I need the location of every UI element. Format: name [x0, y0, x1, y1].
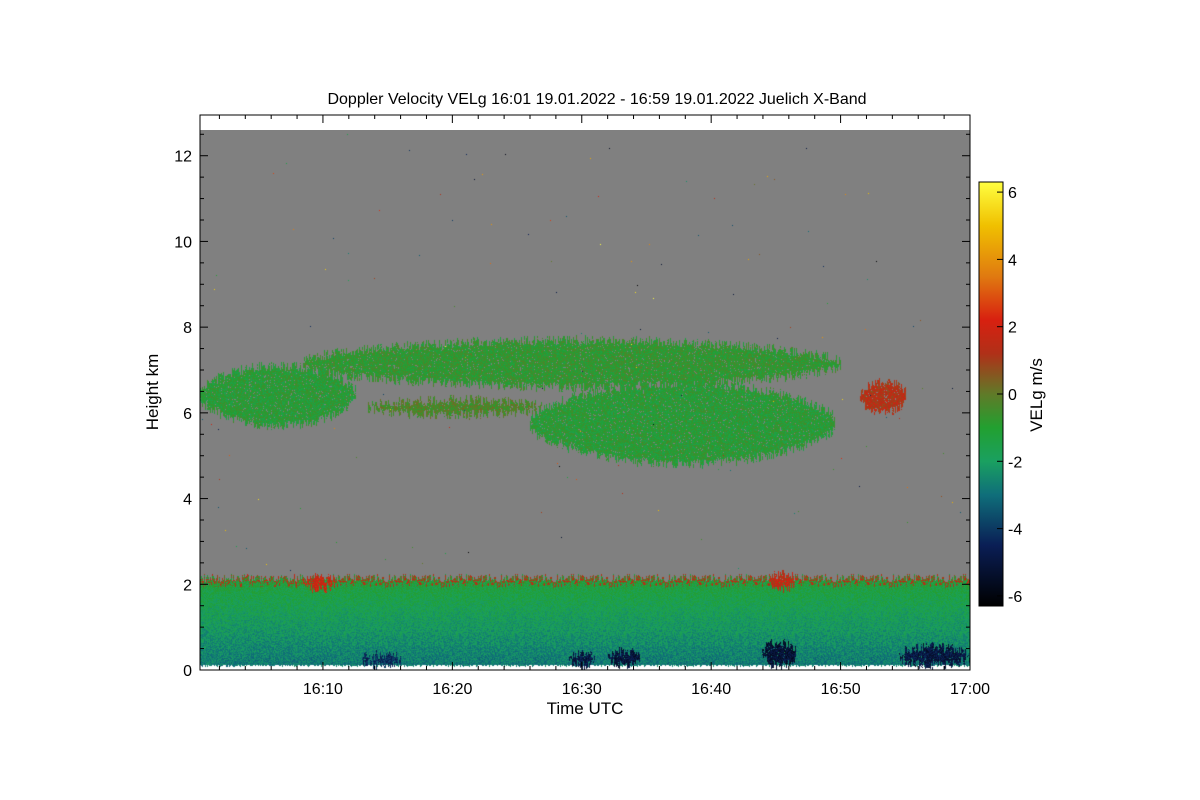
- plot-area: 16:10 16:20 16:30 16:40 16:50 17:00 0 2 4 6 8 10 12: [174, 114, 990, 698]
- y-axis-label: Height km: [143, 354, 162, 431]
- x-tick-label: 16:20: [432, 681, 472, 698]
- colorbar-tick-label: 6: [1008, 185, 1017, 202]
- x-tick-label: 16:40: [691, 681, 731, 698]
- x-tick-label: 17:00: [950, 681, 990, 698]
- velocity-field: [200, 115, 970, 670]
- plot-frame: [199, 114, 971, 671]
- colorbar: 6 4 2 0 -2 -4 -6 VELg m/s: [978, 181, 1046, 607]
- y-tick-label: 2: [183, 577, 192, 594]
- colorbar-tick-label: 0: [1008, 387, 1017, 404]
- y-tick-label: 4: [183, 492, 192, 509]
- x-tick-label: 16:30: [562, 681, 602, 698]
- y-tick-label: 6: [183, 406, 192, 423]
- x-tick-label: 16:10: [303, 681, 343, 698]
- y-axis-ticks: 0 2 4 6 8 10 12: [174, 133, 970, 680]
- x-tick-label: 16:50: [821, 681, 861, 698]
- chart-title: Doppler Velocity VELg 16:01 19.01.2022 -…: [327, 91, 866, 108]
- y-tick-label: 10: [174, 234, 192, 251]
- colorbar-tick-label: -6: [1008, 589, 1022, 606]
- x-axis-label: Time UTC: [547, 699, 624, 718]
- colorbar-tick-label: -2: [1008, 454, 1022, 471]
- colorbar-tick-label: -4: [1008, 522, 1022, 539]
- colorbar-ticks: 6 4 2 0 -2 -4 -6: [997, 185, 1022, 606]
- x-axis-ticks: 16:10 16:20 16:30 16:40 16:50 17:00: [218, 115, 990, 698]
- y-tick-label: 12: [174, 149, 192, 166]
- colorbar-tick-label: 4: [1008, 252, 1017, 269]
- colorbar-label: VELg m/s: [1027, 358, 1046, 432]
- colorbar-tick-label: 2: [1008, 320, 1017, 337]
- y-tick-label: 8: [183, 320, 192, 337]
- y-tick-label: 0: [183, 663, 192, 680]
